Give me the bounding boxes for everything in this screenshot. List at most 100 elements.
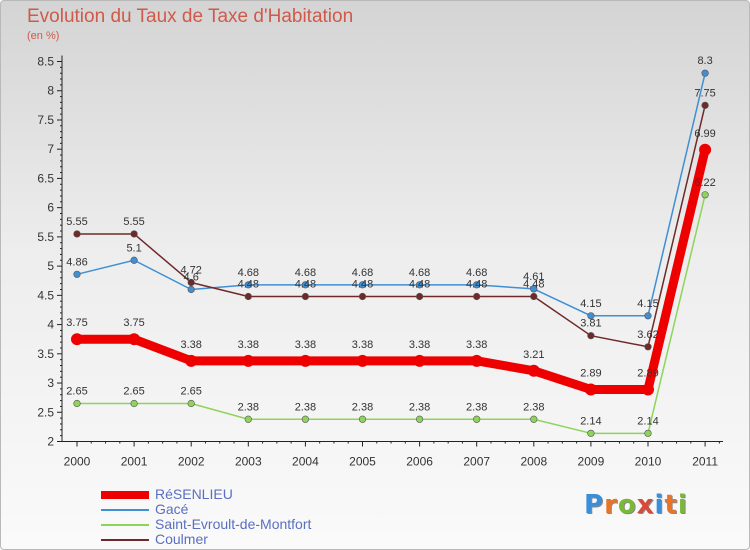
data-point	[73, 230, 81, 238]
series-line	[76, 104, 706, 348]
data-label: 2.38	[352, 401, 373, 413]
logo-letter: r	[604, 490, 618, 520]
data-point	[128, 333, 141, 346]
y-tick-label: 7.5	[37, 113, 54, 127]
logo-letter: i	[677, 490, 688, 520]
data-point	[701, 69, 709, 77]
data-point	[130, 256, 138, 264]
data-label: 3.75	[66, 317, 87, 329]
data-label: 2.38	[238, 401, 259, 413]
data-label: 2.65	[123, 386, 144, 398]
data-point	[358, 281, 367, 289]
data-label: 4.15	[637, 298, 658, 310]
x-tick-label: 2006	[406, 455, 433, 469]
data-label: 2.89	[637, 367, 658, 379]
legend-label: RéSENLIEU	[155, 486, 233, 502]
data-label: 2.38	[409, 401, 430, 413]
logo-letter: P	[584, 490, 605, 520]
data-point	[416, 415, 424, 423]
x-tick-label: 2003	[235, 455, 262, 469]
chart-title: Evolution du Taux de Taxe d'Habitation	[27, 6, 354, 27]
data-label: 5.55	[123, 216, 144, 228]
data-label: 2.38	[523, 401, 544, 413]
data-point	[244, 415, 252, 423]
data-label: 3.75	[123, 317, 144, 329]
data-point	[644, 343, 652, 351]
data-point	[530, 415, 538, 423]
data-label: 2.89	[580, 367, 601, 379]
data-label: 3.38	[238, 339, 259, 351]
data-label: 4.68	[238, 267, 259, 279]
proxiti-logo: Proxiti	[584, 490, 688, 520]
logo-letter: x	[636, 490, 655, 520]
data-label: 4.68	[295, 267, 316, 279]
data-label: 4.68	[466, 267, 487, 279]
data-label: 6.99	[694, 128, 715, 140]
data-point	[130, 399, 138, 408]
data-label: 4.72	[180, 264, 201, 276]
data-label: 4.48	[352, 279, 373, 291]
logo-letter: i	[654, 490, 665, 520]
data-label: 2.38	[295, 401, 316, 413]
y-tick-label: 4.5	[37, 288, 54, 302]
data-label: 4.48	[238, 279, 259, 291]
legend-item: Saint-Evroult-de-Montfort	[101, 516, 421, 532]
data-point	[187, 399, 195, 408]
legend-swatch	[101, 524, 149, 526]
y-tick-label: 5	[47, 259, 54, 273]
x-tick-label: 2009	[578, 455, 605, 469]
data-label: 3.38	[466, 339, 487, 351]
series-line	[76, 194, 706, 435]
series-line	[76, 72, 706, 317]
legend-label: Coulmer	[155, 531, 208, 547]
data-labels-layer: 3.75 3.75 3.38 3.38 3.38 3.38 3.38 3.38 3.21 2.89…	[66, 55, 716, 427]
data-label: 3.81	[580, 318, 601, 330]
legend-swatch	[101, 539, 149, 541]
data-label: 4.15	[580, 298, 601, 310]
data-point	[416, 281, 424, 289]
data-point	[187, 278, 195, 287]
data-point	[642, 383, 654, 396]
data-point	[301, 415, 310, 423]
data-label: 3.38	[352, 339, 373, 351]
data-point	[301, 292, 310, 301]
y-tick-label: 4	[47, 318, 54, 332]
data-label: 4.48	[523, 279, 544, 291]
data-label: 4.61	[523, 271, 544, 283]
y-tick-label: 2.5	[37, 405, 54, 419]
data-point	[244, 281, 252, 289]
data-label: 3.62	[637, 329, 658, 341]
data-label: 3.38	[409, 339, 430, 351]
data-point	[701, 191, 709, 199]
x-tick-label: 2000	[64, 455, 91, 469]
data-label: 2.14	[580, 415, 601, 427]
y-tick-label: 3	[47, 376, 54, 390]
data-point	[130, 230, 138, 238]
legend-label: Gacé	[155, 501, 189, 517]
data-point	[299, 354, 312, 367]
legend-swatch	[101, 491, 149, 499]
x-tick-label: 2005	[349, 455, 376, 469]
data-point	[644, 312, 652, 320]
data-label: 4.68	[409, 267, 430, 279]
y-tick-label: 7	[47, 142, 54, 156]
data-label: 4.68	[352, 267, 373, 279]
data-point	[416, 292, 424, 301]
data-label: 4.48	[409, 279, 430, 291]
data-point	[587, 332, 595, 340]
data-label: 2.14	[637, 415, 658, 427]
data-point	[244, 292, 252, 301]
data-point	[473, 415, 481, 423]
data-label: 5.55	[66, 216, 87, 228]
data-point	[701, 101, 709, 109]
data-label: 4.86	[66, 256, 87, 268]
data-point	[358, 415, 367, 423]
legend-label: Saint-Evroult-de-Montfort	[155, 516, 312, 532]
series-line	[72, 145, 710, 394]
data-label: 4.48	[466, 279, 487, 291]
logo-letter: o	[617, 490, 637, 520]
x-tick-label: 2008	[520, 455, 547, 469]
data-label: 5.1	[126, 242, 141, 254]
